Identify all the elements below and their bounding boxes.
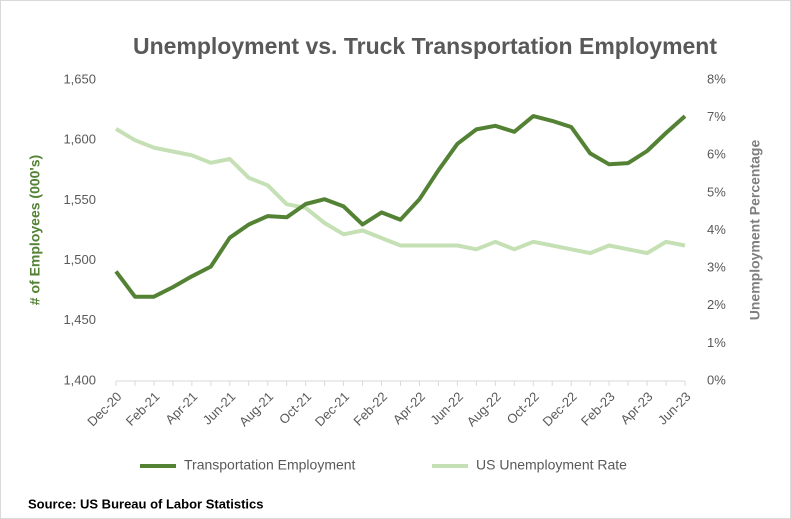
y2-axis-label: Unemployment Percentage [747, 140, 763, 321]
y-tick-label: 1,550 [63, 192, 96, 207]
y2-tick-label: 4% [707, 222, 726, 237]
y-tick-label: 1,400 [63, 372, 96, 387]
chart-title: Unemployment vs. Truck Transportation Em… [133, 33, 717, 59]
y2-tick-label: 1% [707, 335, 726, 350]
legend-label: US Unemployment Rate [476, 457, 627, 473]
y2-tick-label: 7% [707, 109, 726, 124]
legend-label: Transportation Employment [184, 457, 356, 473]
y-tick-label: 1,650 [63, 71, 96, 86]
series-line [114, 127, 686, 256]
y2-tick-label: 2% [707, 297, 726, 312]
y2-tick-label: 6% [707, 147, 726, 162]
source-note: Source: US Bureau of Labor Statistics [28, 496, 264, 511]
y2-tick-label: 8% [707, 71, 726, 86]
y2-tick-label: 5% [707, 184, 726, 199]
series-line [114, 114, 687, 299]
y-axis-label: # of Employees (000's) [27, 155, 43, 305]
y-tick-label: 1,600 [63, 132, 96, 147]
y-tick-label: 1,450 [63, 312, 96, 327]
y2-tick-label: 0% [707, 372, 726, 387]
y2-tick-label: 3% [707, 260, 726, 275]
y-tick-label: 1,500 [63, 252, 96, 267]
